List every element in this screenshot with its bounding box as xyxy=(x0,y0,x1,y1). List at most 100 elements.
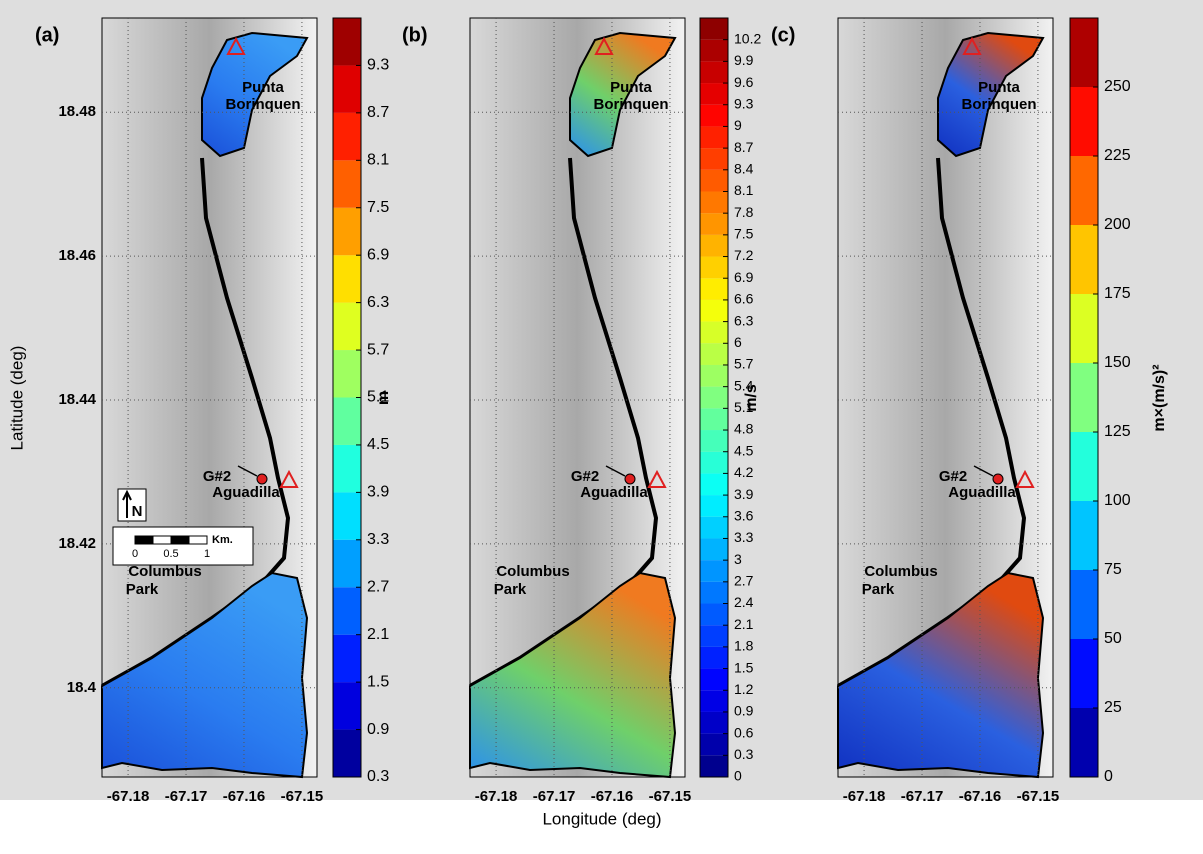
gauge-marker xyxy=(256,473,268,485)
colorbar-band xyxy=(700,343,728,365)
station-marker xyxy=(1015,469,1035,488)
colorbar-title: m/s xyxy=(743,384,760,412)
x-tick-label: -67.15 xyxy=(649,788,692,805)
colorbar-band xyxy=(333,207,361,256)
colorbar-band xyxy=(700,213,728,235)
colorbar-tick-label: 10.2 xyxy=(734,30,761,46)
scale-bar-label: 0.5 xyxy=(163,548,178,560)
colorbar-band xyxy=(1070,18,1098,87)
colorbar-band xyxy=(333,444,361,493)
colorbar-band xyxy=(700,516,728,539)
colorbar-band xyxy=(700,39,728,62)
colorbar-band xyxy=(1070,363,1098,432)
colorbar-band xyxy=(1070,708,1098,777)
colorbar-tick-label: 3 xyxy=(734,551,742,567)
colorbar-band xyxy=(700,733,728,756)
x-tick-label: -67.15 xyxy=(1017,788,1060,805)
colorbar-band xyxy=(1070,639,1098,708)
colorbar-tick-label: 4.5 xyxy=(367,436,389,453)
colorbar-band xyxy=(333,492,361,540)
colorbar-band xyxy=(700,18,728,40)
x-tick-label: -67.15 xyxy=(281,788,324,805)
north-label: N xyxy=(132,503,143,520)
colorbar-tick-label: 7.2 xyxy=(734,247,754,263)
colorbar-band xyxy=(333,302,361,351)
y-tick-label: 18.46 xyxy=(58,247,96,264)
pointer-arrow xyxy=(605,465,626,477)
place-label: Aguadilla xyxy=(580,484,648,501)
colorbar-frame xyxy=(1069,17,1099,778)
colorbar-tick-label: 0 xyxy=(1104,768,1113,785)
colorbar-tick-label: 4.5 xyxy=(734,442,754,458)
colorbar-tick-label: 7.5 xyxy=(734,226,754,242)
colorbar-band xyxy=(700,278,728,300)
place-label: Aguadilla xyxy=(212,484,280,501)
colorbar-band xyxy=(700,603,728,626)
colorbar-tick-label: 9.9 xyxy=(734,52,754,68)
colorbar-band xyxy=(700,321,728,344)
colorbar-band xyxy=(700,430,728,452)
north-arrow-box xyxy=(117,488,147,522)
colorbar-band xyxy=(700,646,728,669)
colorbar-tick-label: 0.6 xyxy=(734,724,754,740)
colorbar-band xyxy=(700,148,728,170)
colorbar-band xyxy=(700,364,728,387)
colorbar-band xyxy=(700,256,728,279)
colorbar-tick-label: 50 xyxy=(1104,630,1122,647)
colorbar-band xyxy=(700,495,728,517)
colorbar-band xyxy=(700,104,728,127)
x-tick-label: -67.18 xyxy=(843,788,886,805)
colorbar-tick-label: 6.6 xyxy=(734,291,754,307)
map-frame xyxy=(837,17,1054,778)
colorbar-tick-label: 6.3 xyxy=(367,294,389,311)
colorbar-tick-label: 0 xyxy=(734,768,742,784)
colorbar-band xyxy=(333,18,361,66)
colorbar-tick-label: 225 xyxy=(1104,147,1131,164)
colorbar-band xyxy=(333,634,361,683)
station-marker xyxy=(962,36,982,55)
colorbar-tick-label: 100 xyxy=(1104,492,1131,509)
coastal-region xyxy=(101,571,309,779)
colorbar-band xyxy=(1070,87,1098,156)
gauge-marker xyxy=(992,473,1004,485)
colorbar-tick-label: 7.5 xyxy=(367,199,389,216)
x-tick-label: -67.17 xyxy=(901,788,944,805)
place-label: G#2 xyxy=(203,468,231,485)
colorbar-band xyxy=(1070,225,1098,294)
colorbar-tick-label: 75 xyxy=(1104,561,1122,578)
colorbar-band xyxy=(1070,432,1098,501)
place-label: Punta xyxy=(242,79,284,96)
colorbar-tick-label: 7.8 xyxy=(734,204,754,220)
colorbar-band xyxy=(333,587,361,635)
colorbar-tick-label: 8.1 xyxy=(734,182,754,198)
colorbar-tick-label: 6 xyxy=(734,334,742,350)
colorbar-tick-label: 3.3 xyxy=(367,531,389,548)
colorbar-band xyxy=(700,126,728,149)
colorbar-band xyxy=(700,451,728,474)
colorbar-tick-label: 9.3 xyxy=(734,95,754,111)
scale-bar-label: 1 xyxy=(204,548,210,560)
pointer-arrow xyxy=(237,465,258,477)
colorbar-band xyxy=(333,255,361,303)
colorbar-band xyxy=(333,729,361,777)
panel-label: (a) xyxy=(35,24,59,46)
colorbar-tick-label: 4.2 xyxy=(734,464,754,480)
panel-label: (b) xyxy=(402,24,428,46)
place-label: Borinquen xyxy=(962,96,1037,113)
colorbar-tick-label: 6.3 xyxy=(734,312,754,328)
scale-bar-segment xyxy=(134,535,154,545)
colorbar-band xyxy=(333,160,361,208)
colorbar-title: m×(m/s)² xyxy=(1151,364,1168,431)
coastal-region xyxy=(937,31,1045,158)
colorbar-tick-label: 1.2 xyxy=(734,681,754,697)
colorbar-title: m xyxy=(375,391,392,405)
coastal-region xyxy=(469,571,677,779)
colorbar-tick-label: 9.3 xyxy=(367,57,389,74)
colorbar-band xyxy=(333,112,361,161)
place-label: Columbus xyxy=(128,563,201,580)
coastal-region xyxy=(201,31,309,158)
colorbar-tick-label: 250 xyxy=(1104,78,1131,95)
pointer-arrow xyxy=(973,465,994,477)
colorbar-tick-label: 8.4 xyxy=(734,161,754,177)
